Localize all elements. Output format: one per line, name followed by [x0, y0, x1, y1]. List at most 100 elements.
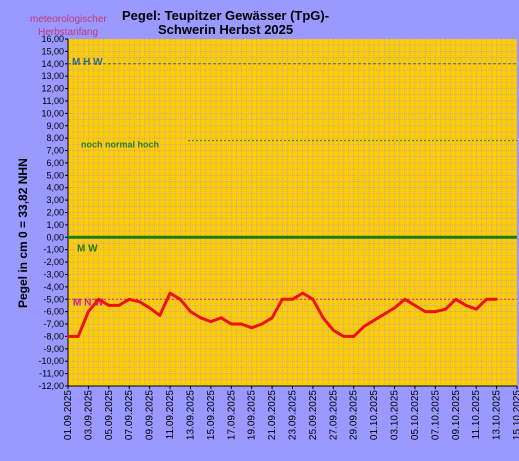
- data-point: [464, 304, 468, 307]
- y-tick-label: -5,00: [43, 294, 64, 304]
- x-tick-label: 19.09.2025: [247, 390, 258, 440]
- x-tick-label: 13.09.2025: [185, 390, 196, 440]
- x-tick-label: 01.10.2025: [369, 390, 380, 440]
- data-point: [444, 307, 447, 311]
- y-tick-label: -11,00: [39, 369, 64, 379]
- data-point: [454, 298, 457, 301]
- data-point: [321, 316, 325, 320]
- data-point: [423, 310, 427, 313]
- x-tick-label: 23.09.2025: [288, 390, 299, 440]
- x-tick-label: 03.09.2025: [83, 390, 94, 440]
- data-point: [311, 298, 315, 301]
- x-tick-label: 09.10.2025: [451, 390, 462, 440]
- data-point: [97, 298, 100, 301]
- data-point: [179, 298, 182, 301]
- data-point: [138, 300, 141, 303]
- x-tick-label: 09.09.2025: [145, 390, 156, 440]
- ref-line-mhw-label: M H W: [72, 57, 103, 68]
- x-tick-label: 05.09.2025: [104, 390, 115, 440]
- y-tick-label: 0,00: [46, 232, 64, 242]
- data-point: [77, 335, 80, 338]
- data-point: [281, 298, 284, 301]
- data-point: [434, 310, 437, 313]
- x-tick-label: 11.10.2025: [471, 390, 482, 440]
- data-point: [250, 326, 253, 329]
- y-tick-label: 12,00: [41, 84, 64, 94]
- data-point: [393, 306, 396, 310]
- y-tick-label: 15,00: [41, 46, 64, 56]
- data-point: [199, 316, 202, 320]
- ref-line-mw-label: M W: [77, 243, 98, 254]
- data-point: [107, 304, 111, 307]
- ref-line-mnw-label: M N W: [73, 297, 104, 308]
- y-tick-label: -7,00: [43, 319, 64, 329]
- season-label-line-1: meteorologischer: [30, 14, 107, 25]
- x-tick-label: 15.09.2025: [206, 390, 217, 440]
- x-tick-label: 05.10.2025: [410, 390, 421, 440]
- data-point: [403, 298, 406, 301]
- data-point: [209, 320, 213, 323]
- data-point: [240, 322, 243, 326]
- data-point: [485, 298, 488, 301]
- data-point: [332, 329, 335, 332]
- x-tick-label: 29.09.2025: [349, 390, 360, 440]
- y-tick-label: -10,00: [38, 356, 64, 366]
- y-tick-label: 3,00: [46, 195, 64, 205]
- y-tick-label: -8,00: [43, 331, 64, 341]
- x-tick-label: 13.10.2025: [492, 390, 503, 440]
- data-point: [413, 304, 417, 307]
- x-tick-label: 03.10.2025: [390, 390, 401, 440]
- y-tick-label: -12,00: [38, 381, 64, 391]
- y-tick-label: -1,00: [43, 245, 64, 255]
- data-point: [270, 316, 274, 320]
- y-tick-label: -6,00: [43, 307, 64, 317]
- data-point: [189, 310, 192, 313]
- y-tick-label: -3,00: [43, 269, 64, 279]
- data-point: [495, 298, 498, 301]
- y-tick-label: 11,00: [42, 96, 64, 106]
- y-tick-label: 5,00: [46, 170, 64, 180]
- data-point: [66, 335, 70, 338]
- chart-title-line-1: Pegel: Teupitzer Gewässer (TpG)-: [122, 8, 330, 23]
- chart-title-line-2: Schwerin Herbst 2025: [158, 22, 294, 37]
- data-point: [352, 335, 355, 338]
- data-point: [301, 291, 304, 295]
- data-point: [148, 306, 151, 310]
- y-tick-label: 7,00: [46, 146, 64, 156]
- data-point: [168, 291, 172, 295]
- y-tick-label: 9,00: [46, 121, 64, 131]
- x-tick-label: 15.10.2025: [512, 390, 519, 440]
- data-point: [372, 319, 376, 322]
- data-point: [383, 312, 386, 316]
- y-tick-label: -4,00: [43, 282, 64, 292]
- data-point: [219, 316, 223, 320]
- y-tick-label: 1,00: [46, 220, 64, 230]
- y-tick-label: 2,00: [46, 208, 64, 218]
- data-point: [128, 298, 131, 301]
- y-tick-label: 13,00: [41, 71, 64, 81]
- ref-line-normal-high-label: noch normal hoch: [81, 140, 159, 150]
- y-tick-label: 14,00: [41, 59, 64, 69]
- data-point: [474, 307, 478, 311]
- data-point: [230, 322, 233, 326]
- x-tick-label: 11.09.2025: [165, 390, 176, 440]
- data-point: [291, 298, 294, 301]
- y-tick-label: 16,00: [41, 34, 64, 44]
- data-point: [342, 335, 345, 338]
- x-tick-label: 27.09.2025: [328, 390, 339, 440]
- x-tick-label: 01.09.2025: [63, 390, 74, 440]
- data-point: [362, 325, 366, 328]
- season-label-line-2: Herbstanfang: [38, 27, 99, 38]
- y-tick-label: 10,00: [41, 108, 64, 118]
- data-point: [260, 322, 264, 326]
- x-tick-label: 07.09.2025: [124, 390, 135, 440]
- y-tick-label: -2,00: [43, 257, 64, 267]
- x-tick-label: 07.10.2025: [430, 390, 441, 440]
- data-point: [117, 304, 121, 307]
- y-tick-label: 6,00: [46, 158, 64, 168]
- y-tick-label: 4,00: [46, 183, 64, 193]
- x-tick-label: 25.09.2025: [308, 390, 319, 440]
- data-point: [87, 310, 90, 313]
